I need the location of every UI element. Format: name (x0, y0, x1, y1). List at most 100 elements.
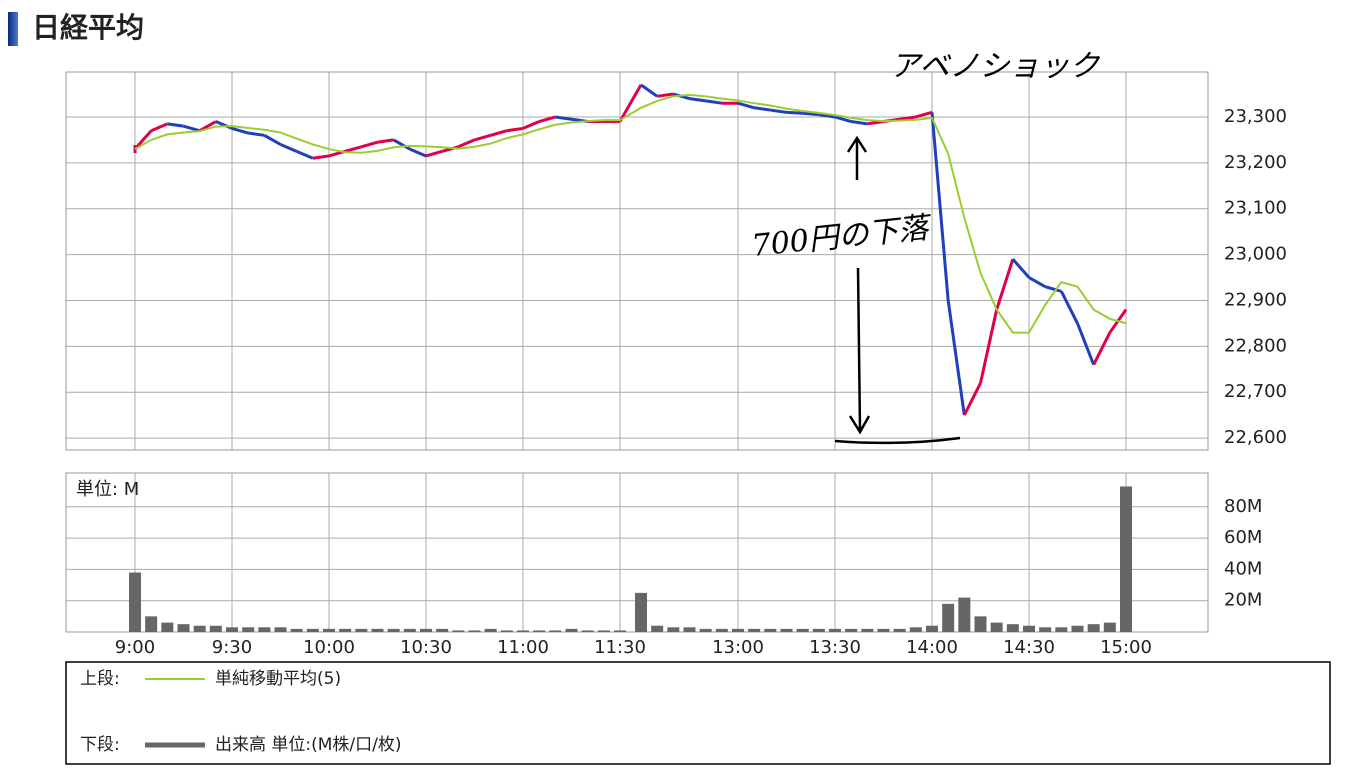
price-segment (377, 138, 394, 144)
volume-bar (651, 625, 664, 632)
volume-bar (371, 628, 384, 632)
price-segment (312, 154, 330, 160)
y-tick-label: 23,100 (1224, 198, 1287, 219)
y-tick-label: 22,700 (1224, 381, 1287, 402)
volume-bar (1120, 486, 1132, 632)
price-segment (392, 138, 411, 151)
price-segment (1011, 258, 1031, 279)
price-segment (247, 131, 265, 137)
price-segment (506, 126, 524, 133)
price-segment (150, 122, 168, 133)
price-segment (522, 120, 540, 130)
annotation: 700円の下落 (750, 210, 935, 264)
price-segment (1028, 276, 1046, 288)
volume-bar (812, 628, 825, 632)
price-segment (770, 108, 787, 114)
volume-bar (780, 628, 793, 632)
volume-bar (926, 625, 938, 632)
x-tick-label: 14:00 (906, 637, 958, 658)
price-segment (360, 140, 378, 149)
volume-bar (1039, 627, 1052, 632)
volume-bar (764, 628, 777, 632)
volume-bar (829, 628, 841, 632)
price-segment (1076, 322, 1096, 366)
volume-bar (974, 616, 987, 632)
volume-bar (635, 592, 647, 632)
price-segment (915, 110, 933, 119)
volume-bar (1087, 624, 1100, 632)
y-tick-label: 40M (1224, 558, 1262, 579)
unit-label: 単位: M (76, 479, 139, 500)
price-segment (618, 84, 643, 123)
x-tick-label: 11:00 (497, 637, 549, 658)
price-segment (1044, 285, 1062, 293)
price-segment (946, 300, 966, 416)
annotation-arrows (834, 135, 961, 445)
price-segment (296, 149, 314, 160)
moving-average-line (134, 93, 1127, 334)
price-segment (753, 106, 771, 112)
price-segment (231, 126, 249, 135)
volume-bar (942, 603, 955, 632)
volume-bar (403, 628, 416, 632)
x-tick-label: 10:00 (303, 637, 355, 658)
x-tick-label: 9:00 (115, 637, 155, 658)
volume-bar (484, 628, 497, 632)
volume-bar (177, 624, 190, 632)
volume-bar (715, 628, 728, 632)
volume-bar (877, 628, 890, 632)
price-segment (538, 115, 556, 123)
price-segment (1059, 290, 1079, 325)
price-segment (474, 133, 492, 142)
price-segment (167, 122, 184, 128)
price-segment (786, 110, 803, 115)
volume-bar (306, 628, 319, 632)
y-tick-label: 23,000 (1224, 244, 1287, 265)
volume-bar (468, 630, 481, 632)
volume-bar (732, 628, 744, 632)
price-segment (834, 115, 852, 123)
volume-bar (533, 630, 546, 632)
volume-bar (909, 627, 922, 632)
volume-bar (1023, 625, 1035, 632)
volume-bar (161, 622, 174, 632)
price-segment (689, 97, 706, 103)
y-tick-label: 23,300 (1224, 106, 1287, 127)
volume-bar (667, 627, 680, 632)
volume-bar (339, 628, 352, 632)
price-segment (409, 147, 427, 158)
legend-label: 出来高 単位:(M株/口/枚) (215, 735, 402, 755)
volume-bar (274, 627, 287, 632)
volume-bar (861, 628, 874, 632)
y-tick-label: 22,800 (1224, 335, 1287, 356)
volume-bar (796, 628, 809, 632)
volume-bar (129, 572, 141, 632)
volume-bar (699, 628, 712, 632)
legend-box (65, 661, 1331, 765)
x-tick-label: 13:30 (809, 637, 861, 658)
price-segment (198, 120, 217, 133)
y-tick-label: 22,900 (1224, 289, 1287, 310)
price-segment (279, 143, 298, 153)
y-tick-label: 80M (1224, 496, 1262, 517)
volume-bar (683, 627, 696, 632)
x-tick-label: 14:30 (1003, 637, 1055, 658)
x-tick-label: 9:30 (212, 637, 252, 658)
price-segment (802, 111, 819, 117)
x-tick-label: 11:30 (594, 637, 646, 658)
volume-bar (500, 630, 513, 632)
volume-bar (990, 622, 1003, 632)
volume-bar (893, 628, 906, 632)
y-tick-label: 23,200 (1224, 152, 1287, 173)
price-frame (65, 71, 1209, 451)
volume-bar (1071, 625, 1084, 632)
price-segment (425, 149, 443, 158)
volume-bar (958, 597, 971, 632)
volume-bar (193, 625, 206, 632)
price-segment (979, 309, 999, 384)
legend-prefix: 上段: (80, 669, 120, 689)
price-segment (344, 145, 362, 153)
volume-bar (436, 628, 449, 632)
price-segment (490, 129, 508, 137)
price-segment (555, 115, 572, 121)
